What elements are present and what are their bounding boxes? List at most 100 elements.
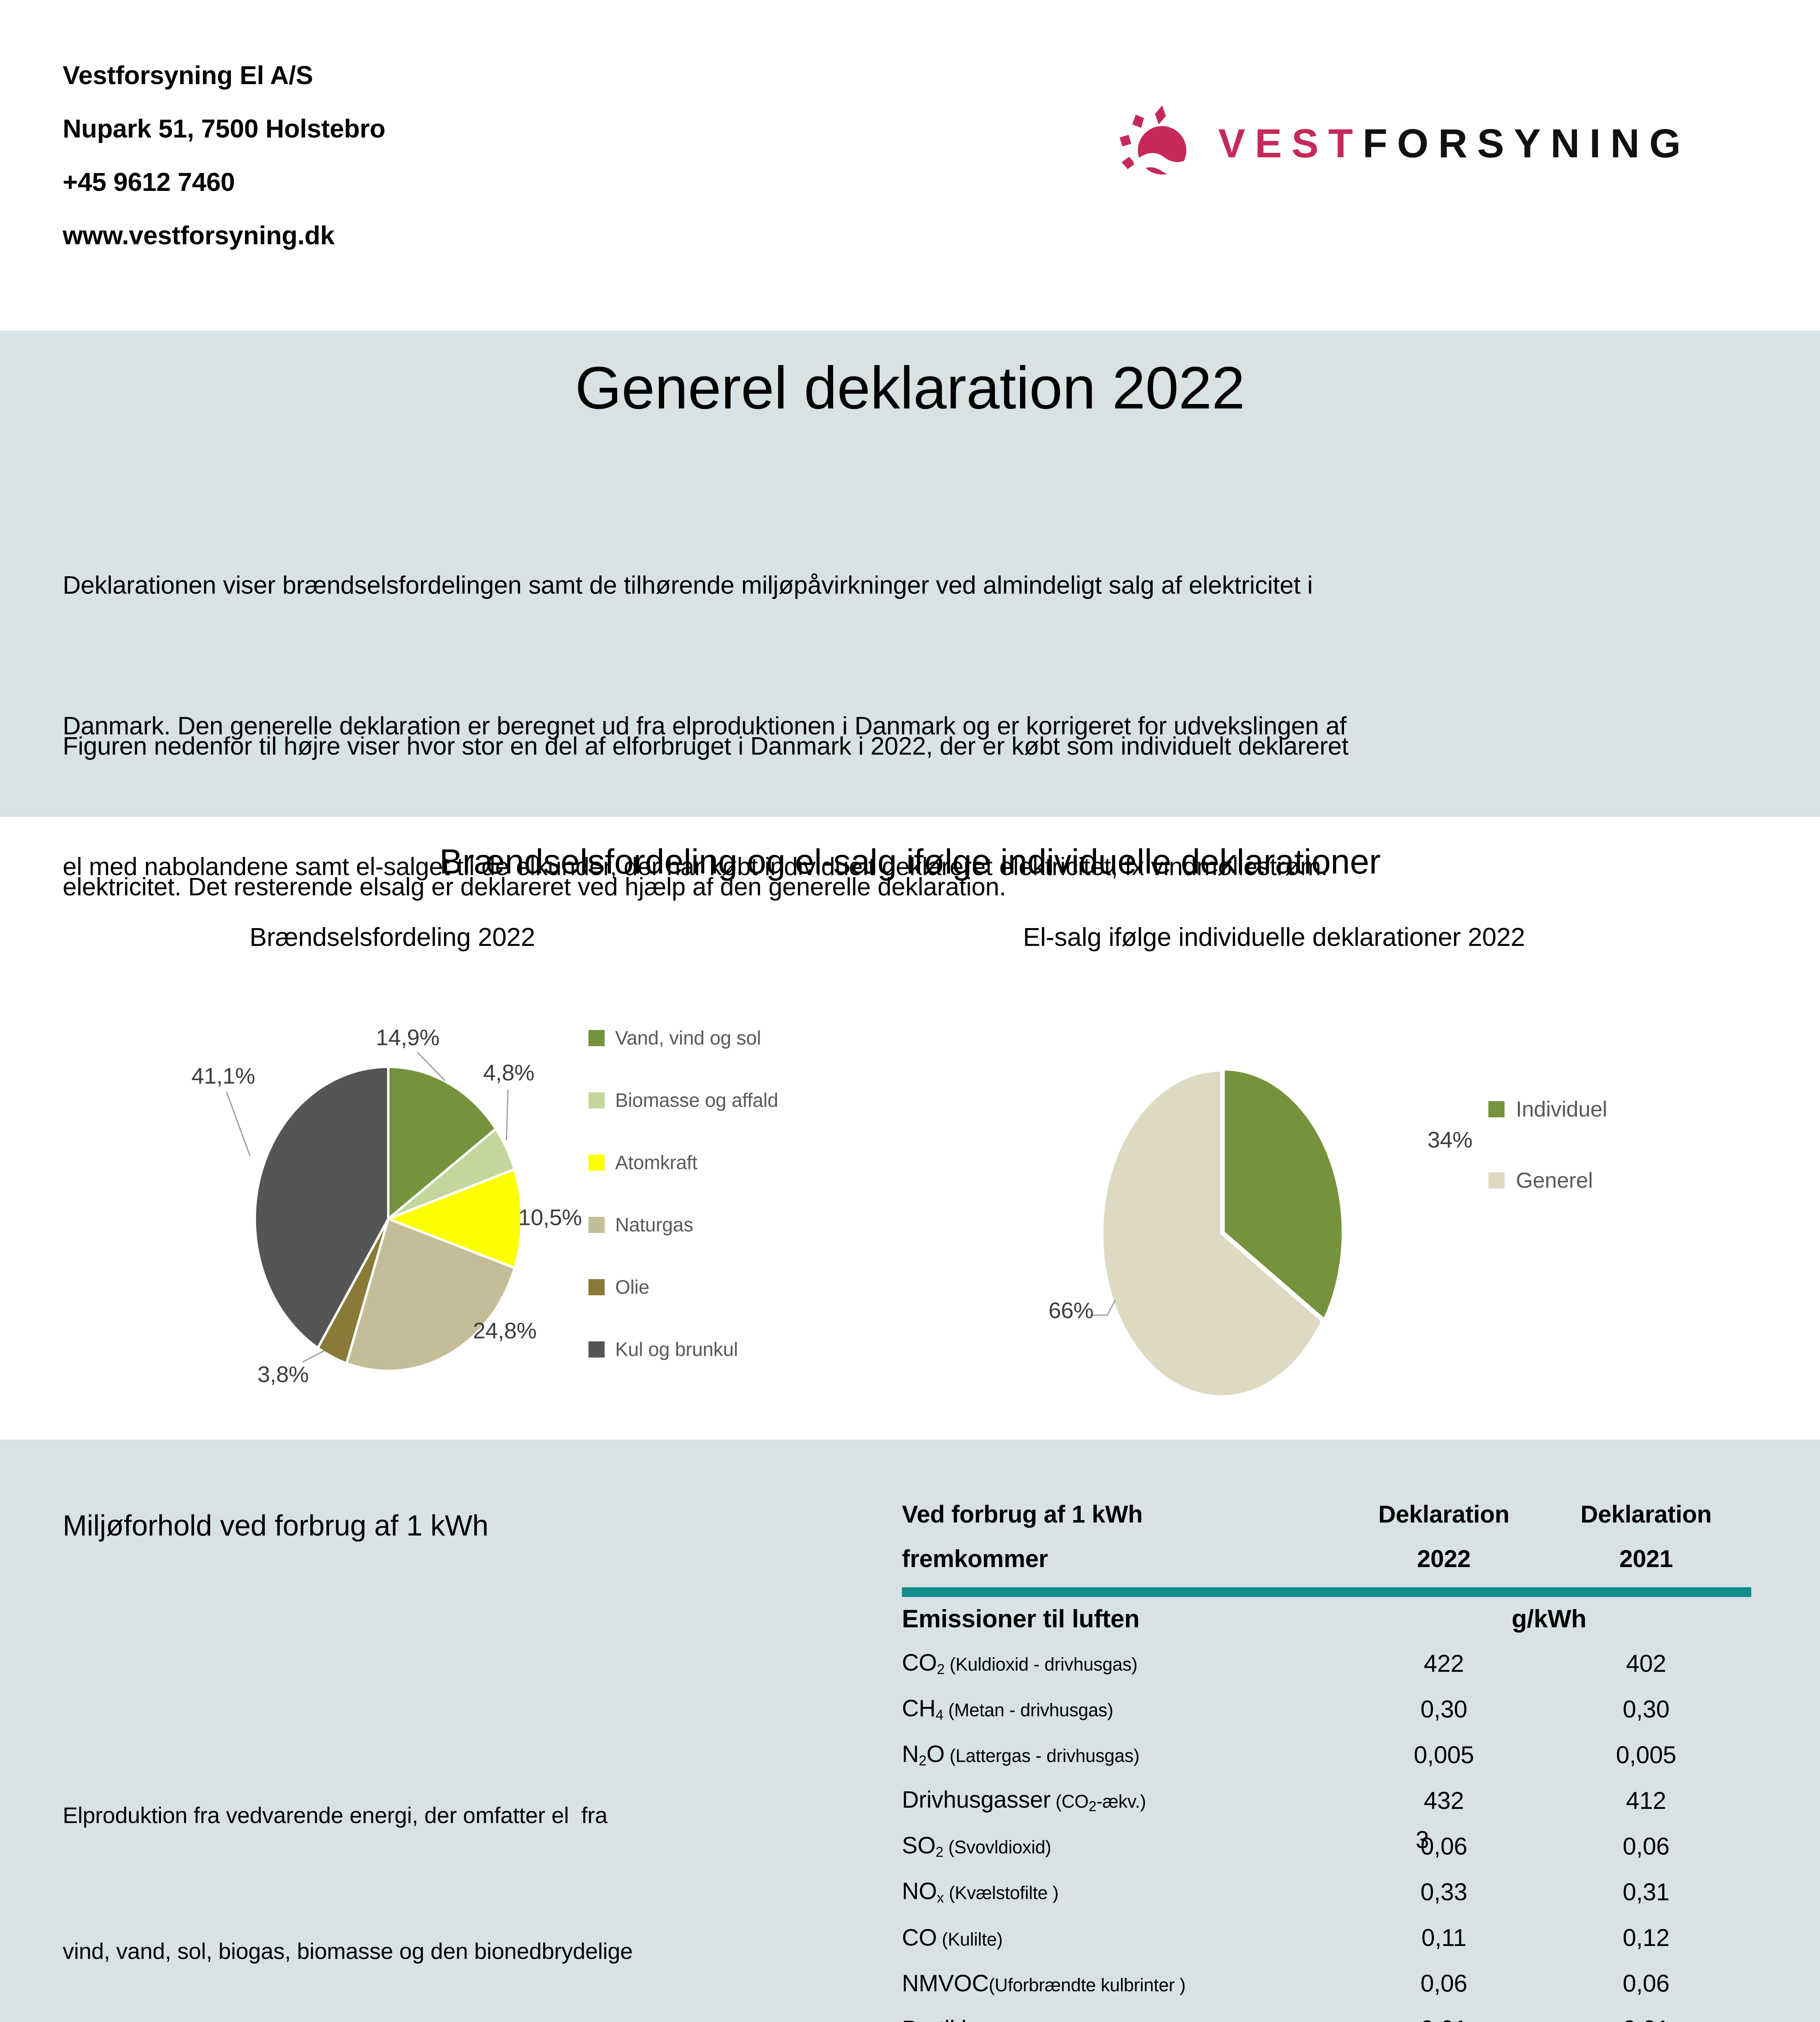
- row-paren: (Metan - drivhusgas): [943, 1700, 1113, 1721]
- row-paren: (Uforbrændte kulbrinter ): [988, 1975, 1186, 1995]
- legend-label: Naturgas: [615, 1214, 693, 1236]
- row-paren-subscript: 2: [1088, 1798, 1096, 1815]
- legend-item: Naturgas: [588, 1194, 778, 1256]
- legend-label: Individuel: [1516, 1097, 1607, 1121]
- row-label: SO2 (Svovldioxid): [902, 1832, 1347, 1861]
- env-paragraph-1: Elproduktion fra vedvarende energi, der …: [63, 1702, 880, 2022]
- row-label: NOx (Kvælstofilte ): [902, 1878, 1347, 1906]
- row-subscript: 4: [935, 1707, 944, 1723]
- legend-swatch-biomasse: [588, 1092, 605, 1108]
- legend-label: Generel: [1516, 1168, 1593, 1193]
- table-header-col2: Deklaration 2022: [1347, 1492, 1541, 1581]
- legend-label: Olie: [615, 1276, 650, 1298]
- table-row: Drivhusgasser (CO2-ækv.) 432 412: [902, 1778, 1751, 1823]
- row-label: CO2 (Kuldioxid - drivhusgas): [902, 1649, 1347, 1678]
- row-paren: (Kuldioxid - drivhusgas): [944, 1654, 1138, 1675]
- row-name: SO: [902, 1832, 936, 1859]
- emissions-section-title: Emissioner til luften: [902, 1605, 1140, 1633]
- legend-label: Biomasse og affald: [615, 1089, 779, 1111]
- table-row: CH4 (Metan - drivhusgas) 0,30 0,30: [902, 1686, 1751, 1732]
- header-line: 2022: [1417, 1545, 1471, 1572]
- row-label: NMVOC(Uforbrændte kulbrinter ): [902, 1970, 1347, 1997]
- header-line: Deklaration: [1378, 1501, 1510, 1528]
- value-2021: 0,06: [1623, 1970, 1670, 1997]
- row-name: NO: [902, 1878, 937, 1905]
- row-subscript: x: [937, 1890, 944, 1906]
- row-label: CO (Kulilte): [902, 1924, 1347, 1951]
- pie-label-vand-vind-sol: 14,9%: [376, 1024, 440, 1050]
- row-name: CO: [902, 1650, 937, 1676]
- row-paren: (Kulilte): [937, 1929, 1003, 1950]
- company-street: Nupark 51, 7500 Holstebro: [63, 114, 385, 143]
- intro-p2-line1: Figuren nedenfor til højre viser hvor st…: [63, 732, 1349, 760]
- table-row: NOx (Kvælstofilte ) 0,33 0,31: [902, 1869, 1751, 1915]
- charts-section-title: Brændselsfordeling og el-salg ifølge ind…: [439, 842, 1381, 881]
- intro-p1-line3: el med nabolandene samt el-salget til de…: [63, 853, 1328, 881]
- header-line: Deklaration: [1580, 1501, 1712, 1528]
- company-phone: +45 9612 7460: [63, 167, 235, 197]
- legend-label: Atomkraft: [615, 1152, 698, 1174]
- row-name: CH: [902, 1695, 936, 1722]
- leader-line-41-1: [226, 1091, 251, 1156]
- value-2022: 0,11: [1421, 1924, 1467, 1951]
- vestforsyning-logo: VESTFORSYNING: [1116, 103, 1691, 184]
- row-label: CH4 (Metan - drivhusgas): [902, 1695, 1347, 1724]
- fuel-pie-legend: Vand, vind og sol Biomasse og affald Ato…: [588, 1007, 778, 1381]
- value-2021: 0,30: [1623, 1696, 1670, 1723]
- fuel-distribution-pie-chart: [254, 1066, 523, 1372]
- value-2022: 0,30: [1420, 1696, 1467, 1723]
- sales-pie-title: El-salg ifølge individuelle deklaratione…: [1023, 922, 1525, 952]
- legend-item: Kul og brunkul: [588, 1318, 778, 1381]
- row-paren: (Svovldioxid): [943, 1837, 1052, 1858]
- value-2022: 432: [1424, 1787, 1464, 1814]
- intro-p2-line2: elektricitet. Det resterende elsalg er d…: [63, 873, 1006, 901]
- row-label: Drivhusgasser (CO2-ækv.): [902, 1786, 1347, 1815]
- row-paren: (Lattergas - drivhusgas): [944, 1745, 1140, 1766]
- sun-logo-icon: [1117, 103, 1191, 177]
- pie-label-kul: 41,1%: [191, 1063, 255, 1089]
- row-name: Drivhusgasser: [902, 1787, 1051, 1813]
- pie-label-biomasse: 4,8%: [483, 1060, 535, 1085]
- legend-item: Olie: [588, 1256, 778, 1318]
- fuel-pie-title: Brændselsfordeling 2022: [249, 922, 535, 952]
- row-name: Partikler: [902, 2016, 987, 2022]
- pie-label-generel: 66%: [1048, 1297, 1094, 1323]
- environment-band: [0, 1440, 1820, 2022]
- overlapping-digit-artifact: 3: [1416, 1826, 1429, 1853]
- teal-divider: [902, 1587, 1751, 1597]
- value-2021: 0,005: [1616, 1741, 1676, 1768]
- environment-paragraphs: Elproduktion fra vedvarende energi, der …: [63, 1612, 880, 2022]
- value-2022: 0,005: [1414, 1741, 1474, 1768]
- logo-text-vest: VEST: [1218, 121, 1363, 166]
- row-paren: -ækv.): [1096, 1791, 1146, 1812]
- declaration-table: Ved forbrug af 1 kWh fremkommer Deklarat…: [902, 1492, 1751, 2022]
- legend-label: Vand, vind og sol: [615, 1027, 761, 1049]
- legend-label: Kul og brunkul: [615, 1339, 738, 1360]
- legend-item: Individuel: [1488, 1074, 1607, 1145]
- value-2021: 402: [1626, 1650, 1666, 1677]
- legend-item: Atomkraft: [588, 1132, 778, 1194]
- header-line: Ved forbrug af 1 kWh: [902, 1501, 1143, 1528]
- table-row: N2O (Lattergas - drivhusgas) 0,005 0,005: [902, 1732, 1751, 1778]
- table-row: Partikler 0,01 0,01: [902, 2006, 1751, 2022]
- value-2021: 0,12: [1623, 1924, 1670, 1951]
- row-paren: (CO: [1050, 1791, 1089, 1812]
- row-subscript: 2: [918, 1753, 927, 1769]
- env-p1-line2: vind, vand, sol, biogas, biomasse og den…: [63, 1938, 633, 1964]
- intro-paragraph-1: Deklarationen viser brændselsfordelingen…: [63, 468, 1761, 937]
- row-name: N: [902, 1741, 919, 1768]
- legend-item: Vand, vind og sol: [588, 1007, 778, 1069]
- pie-slice-vand-vind-og-sol: [387, 1066, 497, 1220]
- legend-swatch-naturgas: [588, 1217, 605, 1233]
- value-2022: 3 0,06: [1347, 1826, 1541, 1860]
- pie-slice-atomkraft: [387, 1168, 523, 1269]
- pie-slice-naturgas: [345, 1218, 516, 1372]
- sales-pie-legend: Individuel Generel: [1488, 1074, 1607, 1216]
- row-name: O: [926, 1741, 945, 1768]
- el-sales-pie-chart: [1101, 1068, 1344, 1398]
- value-2021: 0,31: [1623, 1878, 1670, 1906]
- legend-swatch-olie: [588, 1279, 605, 1295]
- value-2022: 0,01: [1347, 2015, 1541, 2022]
- header-line: fremkommer: [902, 1545, 1048, 1572]
- row-subscript: 2: [937, 1661, 945, 1677]
